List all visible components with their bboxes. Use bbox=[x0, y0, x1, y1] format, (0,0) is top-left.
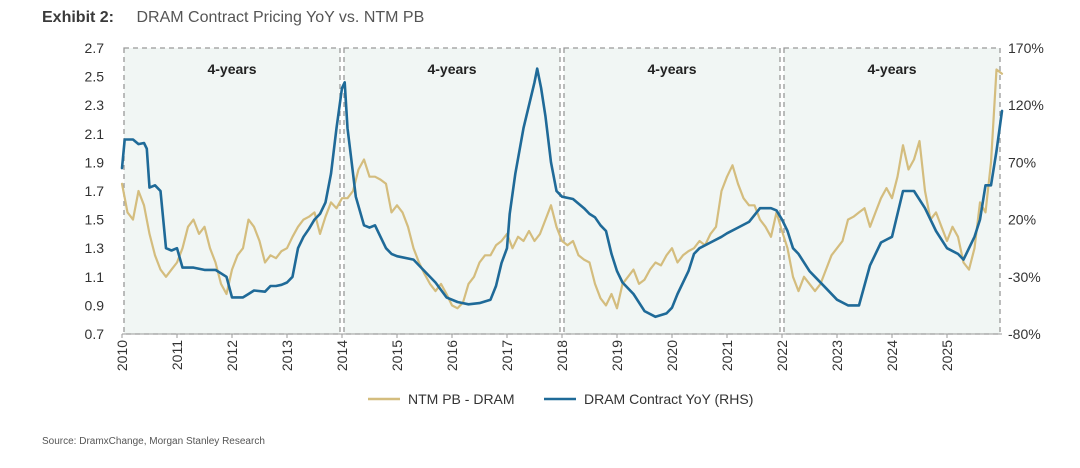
y-left-tick-label: 2.3 bbox=[85, 97, 105, 113]
y-right-tick-label: -30% bbox=[1008, 269, 1041, 285]
period-box bbox=[563, 47, 781, 335]
y-right-tick-label: 20% bbox=[1008, 212, 1036, 228]
y-left-tick-label: 1.9 bbox=[85, 154, 105, 170]
period-box bbox=[343, 47, 561, 335]
axes: 0.7 0.9 1.1 1.3 1.5 1.7 1.9 2.1 2.3 2.5 2.7 -80% -30… bbox=[85, 40, 1044, 371]
y-left-tick-label: 1.7 bbox=[85, 183, 105, 199]
x-tick-label: 2023 bbox=[829, 340, 845, 371]
x-tick-label: 2013 bbox=[279, 340, 295, 371]
x-tick-label: 2020 bbox=[664, 340, 680, 371]
x-tick-label: 2025 bbox=[939, 340, 955, 371]
x-tick-label: 2011 bbox=[169, 340, 185, 370]
y-left-tick-label: 2.5 bbox=[85, 69, 105, 85]
x-tick-label: 2010 bbox=[114, 340, 130, 371]
period-label: 4-years bbox=[207, 61, 256, 77]
x-tick-label: 2012 bbox=[224, 340, 240, 371]
period-label: 4-years bbox=[867, 61, 916, 77]
legend: NTM PB - DRAM DRAM Contract YoY (RHS) bbox=[368, 391, 753, 407]
x-tick-label: 2019 bbox=[609, 340, 625, 371]
x-tick-label: 2014 bbox=[334, 340, 350, 371]
period-box bbox=[783, 47, 1001, 335]
y-left-tick-label: 0.7 bbox=[85, 326, 105, 342]
y-left-tick-label: 1.1 bbox=[85, 269, 105, 285]
legend-label: NTM PB - DRAM bbox=[408, 391, 515, 407]
x-tick-label: 2021 bbox=[719, 340, 735, 371]
x-tick-label: 2016 bbox=[444, 340, 460, 371]
x-tick-label: 2017 bbox=[499, 340, 515, 371]
series-line-dram-contract-yoy bbox=[120, 67, 1004, 319]
period-shades: 4-years 4-years 4-years 4-years bbox=[123, 47, 1001, 335]
y-left-tick-label: 1.5 bbox=[85, 212, 105, 228]
chart-title: DRAM Contract Pricing YoY vs. NTM PB bbox=[136, 9, 425, 26]
x-tick-label: 2022 bbox=[774, 340, 790, 371]
legend-label: DRAM Contract YoY (RHS) bbox=[584, 391, 753, 407]
x-tick-label: 2018 bbox=[554, 340, 570, 371]
y-right-tick-label: -80% bbox=[1008, 326, 1041, 342]
y-left-tick-label: 2.1 bbox=[85, 126, 105, 142]
y-right-tick-label: 120% bbox=[1008, 97, 1044, 113]
series-lines bbox=[120, 67, 1004, 319]
x-tick-label: 2015 bbox=[389, 340, 405, 371]
chart-title-row: Exhibit 2: DRAM Contract Pricing YoY vs.… bbox=[42, 9, 424, 27]
series-line-ntm-pb bbox=[120, 68, 1004, 310]
period-box bbox=[123, 47, 341, 335]
period-label: 4-years bbox=[647, 61, 696, 77]
y-right-tick-label: 170% bbox=[1008, 40, 1044, 56]
source-note: Source: DramxChange, Morgan Stanley Rese… bbox=[42, 436, 265, 447]
y-left-tick-label: 1.3 bbox=[85, 240, 105, 256]
x-tick-label: 2024 bbox=[884, 340, 900, 371]
y-right-tick-label: 70% bbox=[1008, 154, 1036, 170]
y-left-tick-label: 0.9 bbox=[85, 297, 105, 313]
y-left-tick-label: 2.7 bbox=[85, 40, 105, 56]
period-label: 4-years bbox=[427, 61, 476, 77]
exhibit-label: Exhibit 2: bbox=[42, 9, 115, 26]
